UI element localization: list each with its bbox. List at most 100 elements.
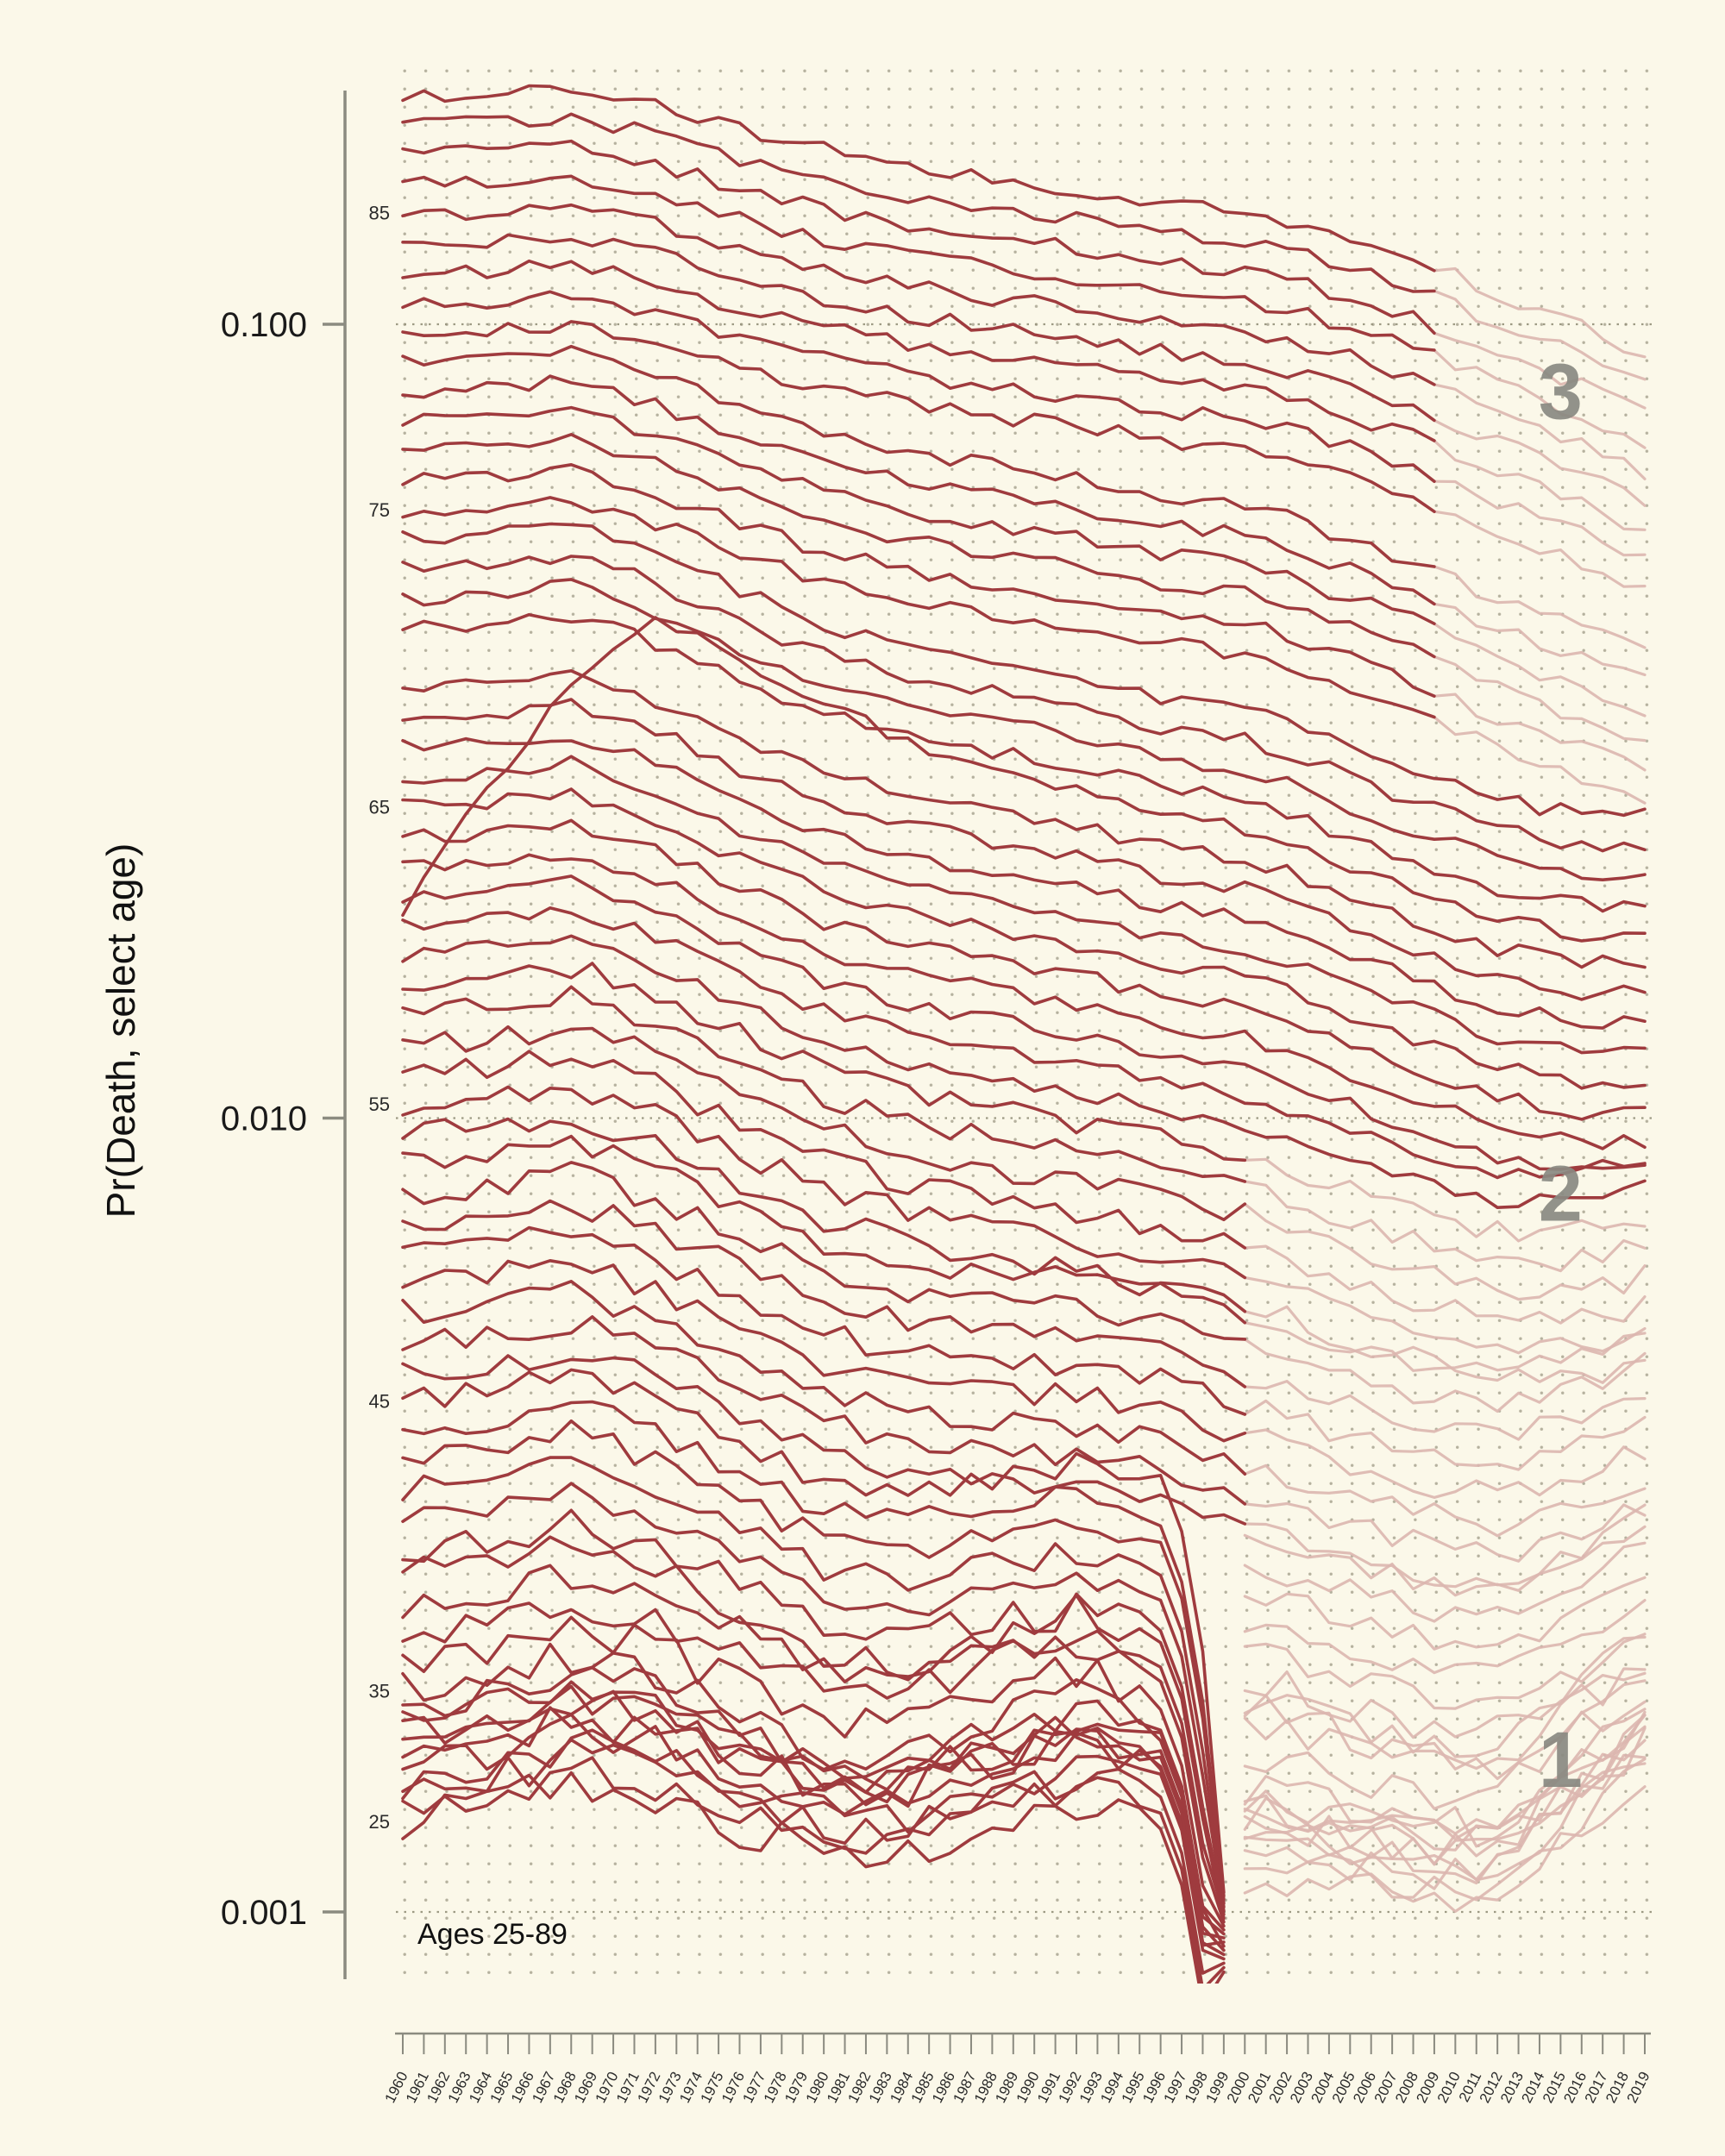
line-age-83-dark (401, 259, 1436, 442)
line-age-29-dark (401, 1713, 1226, 1957)
line-age-82-faded (1433, 479, 1647, 557)
line-age-55-dark (401, 1085, 1247, 1280)
age-marker-45: 45 (369, 1391, 390, 1413)
line-age-59-dark (401, 962, 1247, 1163)
line-age-35-faded (1243, 1714, 1647, 1835)
line-age-88-dark (401, 112, 1436, 293)
line-age-77-dark (401, 432, 1436, 659)
line-age-57-faded (1243, 1202, 1647, 1301)
age-marker-35: 35 (369, 1680, 390, 1702)
line-age-80-faded (1433, 565, 1647, 649)
line-age-50-dark (401, 1225, 1247, 1416)
line-age-77-faded (1433, 655, 1647, 743)
line-age-89-faded (1433, 266, 1647, 359)
region-label-2: 2 (1539, 1150, 1583, 1238)
line-age-62-dark (401, 874, 1647, 1171)
line-age-44-faded (1243, 1541, 1647, 1623)
line-age-42-dark (401, 1456, 1226, 1905)
line-age-44-dark (401, 1400, 1226, 1898)
line-age-51-faded (1243, 1379, 1647, 1441)
line-age-71-dark (401, 612, 1647, 913)
line-age-59-faded (1243, 1157, 1647, 1243)
line-age-42-faded (1243, 1598, 1647, 1675)
line-age-55-faded (1243, 1275, 1647, 1355)
line-age-49-faded (1243, 1428, 1647, 1500)
line-age-86-dark (401, 174, 1436, 352)
line-age-52-dark (401, 1161, 1247, 1341)
age-marker-85: 85 (369, 202, 390, 223)
line-age-85-dark (401, 203, 1436, 386)
line-age-78-dark (401, 405, 1436, 626)
line-age-39-dark (401, 1535, 1226, 1916)
line-age-46-dark (401, 1354, 1247, 1526)
line-age-82-dark (401, 290, 1436, 484)
line-age-58-faded (1243, 1180, 1647, 1273)
line-age-79-faded (1433, 602, 1647, 677)
age-range-note: Ages 25-89 (417, 1918, 568, 1951)
line-age-31-faded (1243, 1708, 1647, 1848)
line-age-67-dark (401, 736, 1647, 1030)
line-age-43-dark (401, 1419, 1226, 1902)
line-age-27-dark (401, 1738, 1226, 1975)
mortality-lines-dark (401, 84, 1647, 1984)
line-age-87-dark (401, 139, 1436, 335)
line-age-70-dark (401, 616, 1647, 943)
line-age-35-dark (401, 1642, 1226, 1932)
line-age-66-dark (401, 755, 1647, 1055)
region-label-1: 1 (1539, 1716, 1583, 1804)
line-age-76-faded (1433, 693, 1647, 772)
line-age-69-dark (401, 668, 1647, 969)
line-age-89-dark (401, 84, 1436, 273)
line-age-61-dark (401, 906, 1647, 1180)
line-age-81-dark (401, 320, 1436, 514)
line-age-57-dark (401, 1025, 1247, 1222)
line-age-76-dark (401, 462, 1436, 699)
line-age-88-faded (1433, 289, 1647, 381)
line-age-84-faded (1433, 418, 1647, 507)
age-marker-75: 75 (369, 499, 390, 521)
line-age-40-faded (1243, 1670, 1647, 1739)
line-age-38-dark (401, 1564, 1226, 1921)
line-age-34-faded (1243, 1739, 1647, 1852)
line-age-41-faded (1243, 1633, 1647, 1710)
line-age-37-dark (401, 1601, 1226, 1924)
line-age-54-dark (401, 1117, 1247, 1313)
line-age-75-dark (401, 496, 1436, 719)
age-marker-65: 65 (369, 797, 390, 818)
age-marker-25: 25 (369, 1811, 390, 1833)
line-age-48-dark (401, 1280, 1247, 1476)
line-age-52-faded (1243, 1338, 1647, 1413)
line-age-63-dark (401, 853, 1647, 1150)
line-age-39-faded (1243, 1679, 1647, 1781)
y-tick-label: 0.001 (221, 1894, 307, 1932)
line-age-81-faded (1433, 510, 1647, 588)
line-age-26-faded (1243, 1758, 1647, 1902)
line-age-64-dark (401, 818, 1647, 1121)
line-age-56-faded (1243, 1244, 1647, 1325)
line-age-40-dark (401, 1508, 1226, 1913)
grid-dots (403, 69, 1652, 1975)
line-age-54-faded (1243, 1305, 1647, 1384)
line-age-43-faded (1243, 1576, 1647, 1651)
age-marker-55: 55 (369, 1094, 390, 1115)
line-age-87-faded (1433, 331, 1647, 410)
line-age-78-faded (1433, 622, 1647, 718)
line-age-46-faded (1243, 1522, 1647, 1589)
line-age-28-dark (401, 1728, 1226, 1961)
line-age-53-faded (1243, 1321, 1647, 1372)
line-age-56-dark (401, 1050, 1247, 1250)
line-age-80-dark (401, 344, 1436, 568)
line-age-25-faded (1243, 1785, 1647, 1913)
line-age-86-faded (1433, 348, 1647, 449)
line-age-72-dark (401, 578, 1647, 882)
line-age-68-dark (401, 698, 1647, 1001)
y-axis-title: Pr(Death, select age) (98, 843, 143, 1219)
line-age-47-faded (1243, 1501, 1647, 1563)
line-age-45-dark (401, 1368, 1226, 1895)
line-age-58-dark (401, 985, 1247, 1183)
y-tick-label: 0.100 (221, 306, 307, 344)
line-age-74-dark (401, 522, 1647, 818)
line-age-53-dark (401, 1134, 1247, 1325)
